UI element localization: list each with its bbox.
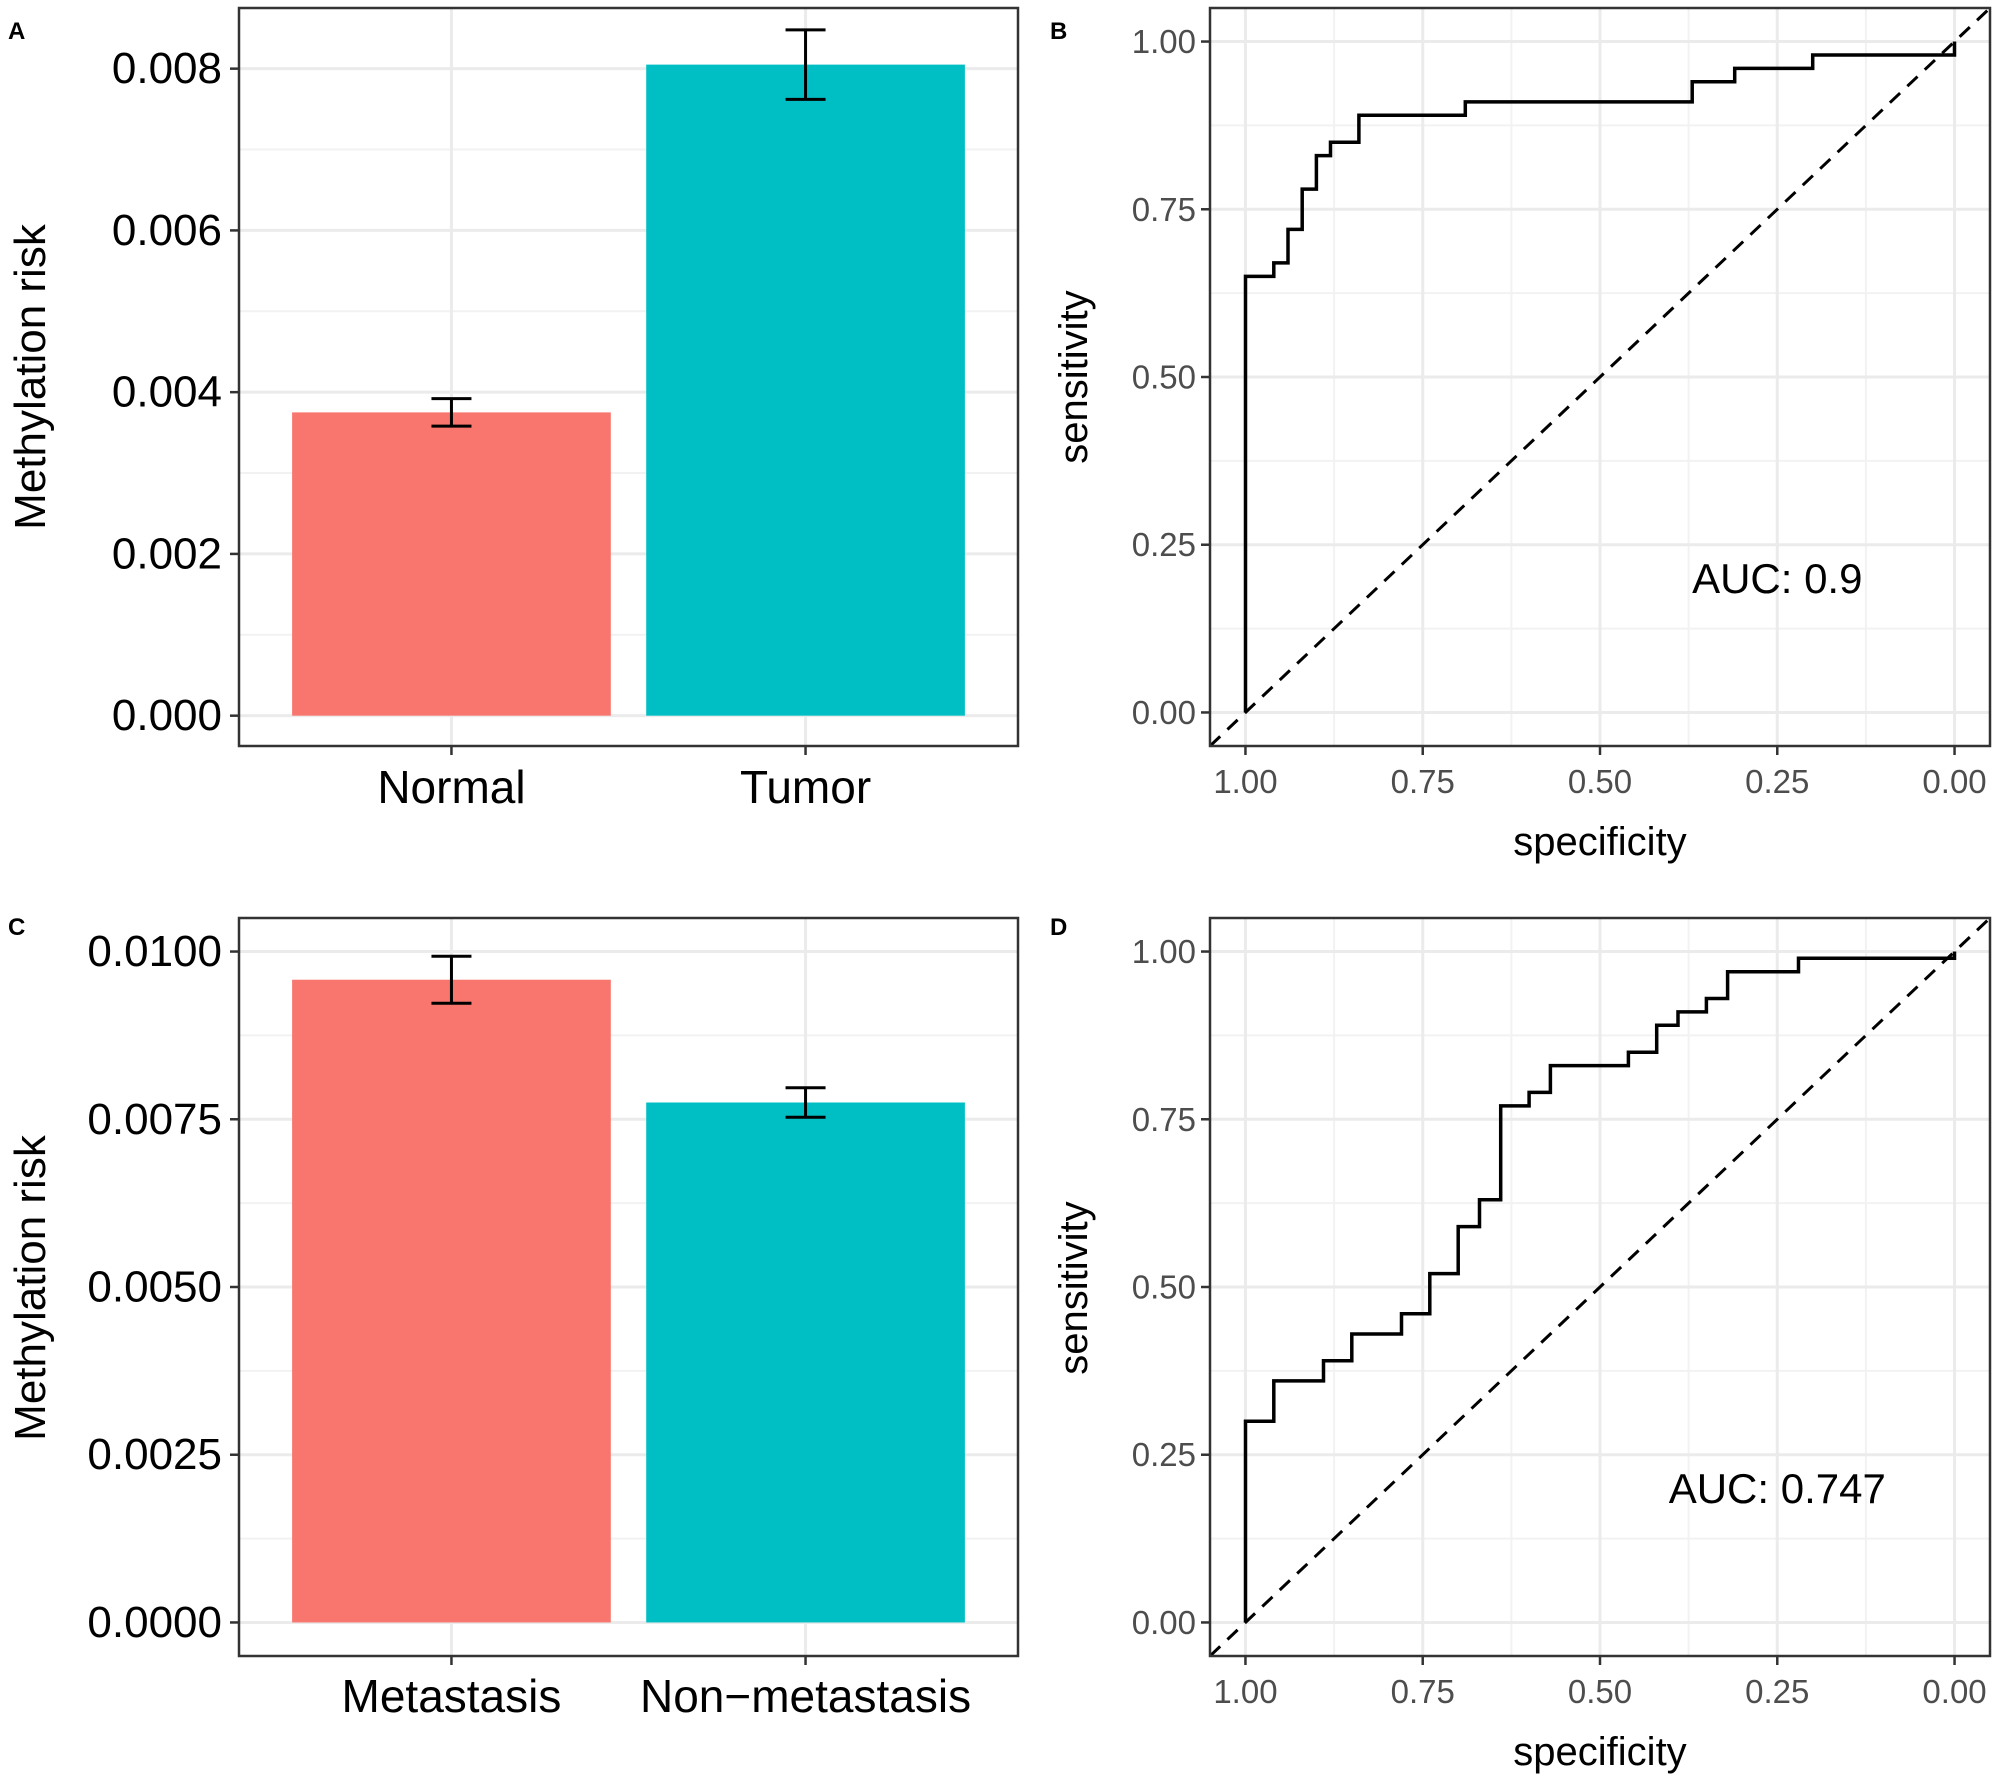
auc-annotation: AUC: 0.747	[1669, 1465, 1886, 1512]
y-tick-label: 0.0100	[87, 927, 222, 976]
bar-tumor	[646, 64, 965, 716]
x-tick-label: 0.50	[1568, 763, 1632, 800]
y-axis-title: Methylation risk	[6, 223, 55, 530]
x-axis-title: specificity	[1513, 1730, 1686, 1774]
x-tick-label: Metastasis	[342, 1670, 562, 1722]
bar-normal	[292, 412, 611, 716]
panel-letter: C	[8, 914, 25, 941]
x-tick-label: 1.00	[1213, 1673, 1277, 1710]
x-tick-label: Non−metastasis	[640, 1670, 971, 1722]
y-tick-label: 1.00	[1132, 23, 1196, 60]
reference-diagonal-line	[1208, 916, 1992, 1658]
y-axis-title: Methylation risk	[6, 1134, 55, 1441]
x-axis-title: specificity	[1513, 820, 1686, 864]
y-tick-label: 0.000	[112, 691, 222, 740]
plot-border	[237, 6, 1020, 748]
x-tick-label: 0.25	[1745, 763, 1809, 800]
y-tick-label: 0.25	[1132, 1436, 1196, 1473]
plot-border	[1208, 916, 1992, 1658]
x-tick-label: 0.50	[1568, 1673, 1632, 1710]
y-tick-label: 0.75	[1132, 191, 1196, 228]
y-tick-label: 0.0025	[87, 1430, 222, 1479]
y-tick-label: 0.50	[1132, 359, 1196, 396]
plot-border	[237, 916, 1020, 1658]
x-tick-label: 0.25	[1745, 1673, 1809, 1710]
bar-metastasis	[292, 979, 611, 1623]
x-tick-label: 0.00	[1922, 1673, 1986, 1710]
y-tick-label: 0.002	[112, 529, 222, 578]
y-axis-title: sensitivity	[1052, 290, 1096, 463]
y-tick-label: 0.0000	[87, 1598, 222, 1647]
reference-diagonal-line	[1208, 6, 1992, 748]
x-tick-label: 0.75	[1391, 1673, 1455, 1710]
y-tick-label: 0.006	[112, 206, 222, 255]
y-tick-label: 0.00	[1132, 694, 1196, 731]
panel-letter: A	[8, 18, 25, 45]
y-tick-label: 0.75	[1132, 1101, 1196, 1138]
y-tick-label: 0.004	[112, 368, 222, 417]
y-tick-label: 0.0075	[87, 1095, 222, 1144]
y-tick-label: 1.00	[1132, 933, 1196, 970]
panel-letter: B	[1050, 18, 1067, 45]
y-tick-label: 0.00	[1132, 1604, 1196, 1641]
y-tick-label: 0.008	[112, 44, 222, 93]
x-tick-label: 0.75	[1391, 763, 1455, 800]
y-axis-title: sensitivity	[1052, 1201, 1096, 1374]
x-tick-label: Normal	[377, 761, 525, 813]
bar-non-metastasis	[646, 1102, 965, 1623]
y-tick-label: 0.0050	[87, 1263, 222, 1312]
panel-d: D 0.00 0.25 0.50 0.75 1.00 1.00 0.75 0.50 0.25 0.0…	[1050, 914, 1992, 1774]
x-tick-label: 1.00	[1213, 763, 1277, 800]
auc-annotation: AUC: 0.9	[1692, 555, 1862, 602]
panel-b: B 0.00 0.25 0.50 0.75 1.00 1.00 0.75 0.50 0.25 0.0…	[1050, 6, 1992, 864]
x-tick-label: 0.00	[1922, 763, 1986, 800]
panel-c: C 0.0000 0.0025 0.0050 0.0075 0.0100 Metastasi…	[6, 914, 1020, 1722]
panel-letter: D	[1050, 914, 1067, 941]
panel-a: A 0.000 0.002 0.004 0.006 0.008 Normal Tumor Met…	[6, 6, 1020, 813]
roc-curve	[1243, 951, 1957, 1623]
y-tick-label: 0.25	[1132, 526, 1196, 563]
roc-curve	[1243, 41, 1957, 713]
plot-border	[1208, 6, 1992, 748]
y-tick-label: 0.50	[1132, 1269, 1196, 1306]
x-tick-label: Tumor	[740, 761, 871, 813]
